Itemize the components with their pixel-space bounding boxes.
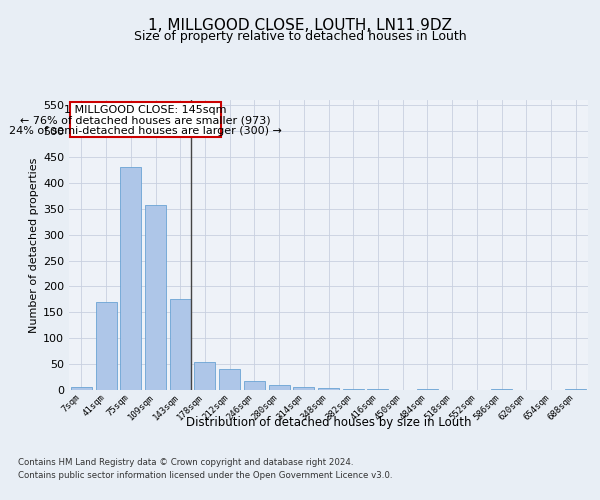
Bar	[194, 362, 215, 390]
Bar	[244, 380, 265, 390]
Text: ← 76% of detached houses are smaller (973): ← 76% of detached houses are smaller (97…	[20, 116, 271, 126]
Text: 1, MILLGOOD CLOSE, LOUTH, LN11 9DZ: 1, MILLGOOD CLOSE, LOUTH, LN11 9DZ	[148, 18, 452, 32]
Bar	[269, 385, 290, 390]
Text: Contains HM Land Registry data © Crown copyright and database right 2024.: Contains HM Land Registry data © Crown c…	[18, 458, 353, 467]
Bar	[219, 370, 240, 390]
Text: 1 MILLGOOD CLOSE: 145sqm: 1 MILLGOOD CLOSE: 145sqm	[64, 104, 227, 115]
Text: Contains public sector information licensed under the Open Government Licence v3: Contains public sector information licen…	[18, 472, 392, 480]
Bar	[170, 300, 191, 390]
Bar	[145, 205, 166, 390]
Bar	[293, 388, 314, 390]
Bar	[318, 388, 339, 390]
FancyBboxPatch shape	[70, 102, 221, 138]
Text: Distribution of detached houses by size in Louth: Distribution of detached houses by size …	[186, 416, 472, 429]
Text: 24% of semi-detached houses are larger (300) →: 24% of semi-detached houses are larger (…	[9, 126, 282, 136]
Bar	[95, 302, 116, 390]
Bar	[120, 168, 141, 390]
Y-axis label: Number of detached properties: Number of detached properties	[29, 158, 39, 332]
Bar	[71, 388, 92, 390]
Text: Size of property relative to detached houses in Louth: Size of property relative to detached ho…	[134, 30, 466, 43]
